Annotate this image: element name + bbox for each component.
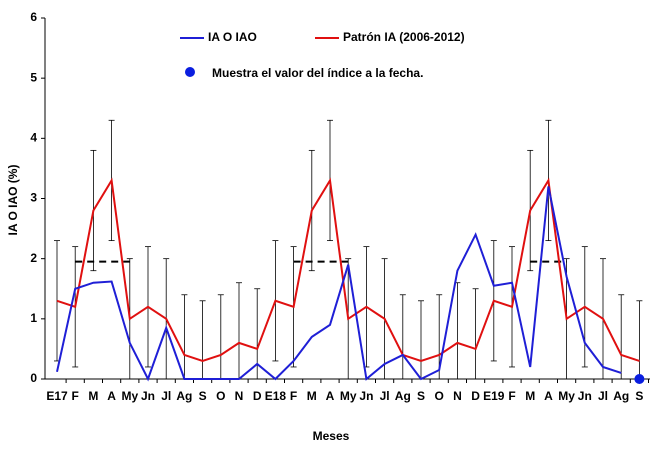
x-tick-label: Jn (359, 389, 373, 403)
x-tick-label: D (253, 389, 262, 403)
x-tick-label: O (216, 389, 225, 403)
y-tick-label: 1 (30, 311, 37, 325)
x-tick-label: A (326, 389, 335, 403)
x-tick-label: Jl (598, 389, 608, 403)
y-tick-label: 6 (30, 10, 37, 24)
x-tick-label: E18 (265, 389, 287, 403)
legend-dot (185, 67, 195, 77)
x-tick-label: Jl (161, 389, 171, 403)
x-tick-label: My (558, 389, 575, 403)
x-tick-label: S (635, 389, 643, 403)
x-tick-label: N (453, 389, 462, 403)
x-tick-label: F (508, 389, 515, 403)
x-axis-title: Meses (313, 429, 350, 443)
x-tick-label: M (525, 389, 535, 403)
x-tick-label: F (290, 389, 297, 403)
x-tick-label: Ag (176, 389, 192, 403)
x-tick-label: My (121, 389, 138, 403)
x-tick-label: O (435, 389, 444, 403)
series-line (56, 177, 640, 363)
x-tick-label: E17 (46, 389, 68, 403)
legend-note: Muestra el valor del índice a la fecha. (212, 66, 423, 80)
x-tick-label: Jl (380, 389, 390, 403)
y-axis-title: IA O IAO (%) (6, 165, 20, 236)
y-tick-label: 5 (30, 70, 37, 84)
x-tick-label: F (72, 389, 79, 403)
x-tick-label: A (544, 389, 553, 403)
current-value-dot (634, 374, 645, 384)
x-tick-label: Jn (578, 389, 592, 403)
y-tick-label: 4 (30, 131, 37, 145)
legend-label: Patrón IA (2006-2012) (343, 30, 465, 44)
y-tick-label: 2 (30, 251, 37, 265)
x-tick-label: M (88, 389, 98, 403)
y-tick-label: 3 (30, 191, 37, 205)
x-tick-label: Jn (141, 389, 155, 403)
x-tick-label: A (107, 389, 116, 403)
x-tick-label: Ag (613, 389, 629, 403)
x-tick-label: N (235, 389, 244, 403)
x-tick-label: Ag (395, 389, 411, 403)
legend-label: IA O IAO (208, 30, 257, 44)
x-tick-label: S (199, 389, 207, 403)
x-tick-label: M (307, 389, 317, 403)
x-tick-label: S (417, 389, 425, 403)
y-tick-label: 0 (30, 371, 37, 385)
x-tick-label: E19 (483, 389, 505, 403)
x-tick-label: My (340, 389, 357, 403)
series-line (56, 186, 622, 382)
x-tick-label: D (471, 389, 480, 403)
